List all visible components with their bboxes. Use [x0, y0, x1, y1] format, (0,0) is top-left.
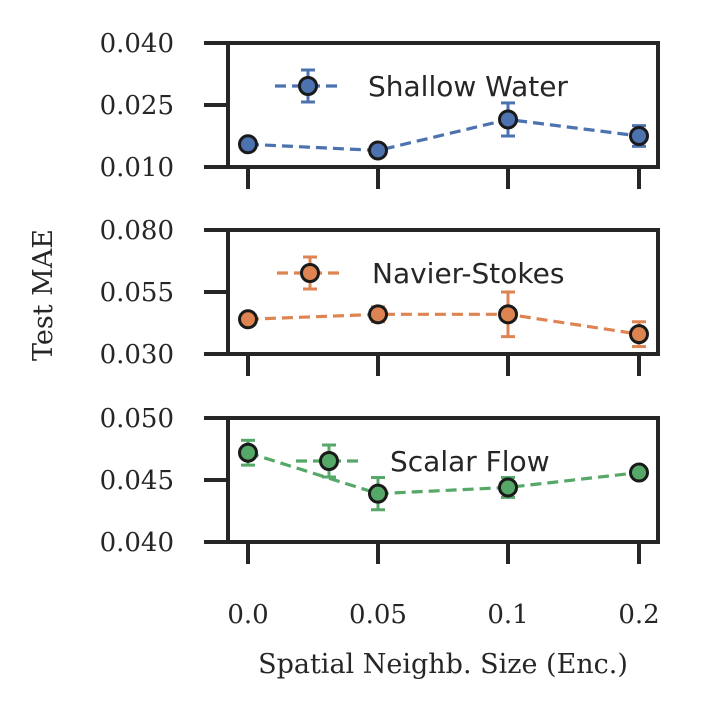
x-tick-label: 0.1 [487, 600, 528, 630]
panel-shallow-water: 0.040 0.025 0.010 Shallow Water [100, 29, 660, 189]
data-point [629, 126, 649, 146]
data-point [629, 462, 649, 483]
data-point [498, 477, 518, 498]
series-line [247, 312, 640, 336]
panel-frame [226, 41, 660, 169]
data-point [498, 109, 518, 130]
x-tick-label: 0.0 [227, 600, 268, 630]
y-tick-label: 0.040 [100, 528, 174, 558]
y-tick-label: 0.025 [100, 91, 174, 121]
series-line [247, 117, 640, 153]
panel-scalar-flow: 0.050 0.045 0.040 Scalar Flow [100, 404, 660, 564]
series-line [247, 451, 640, 496]
data-point [238, 309, 258, 330]
legend-label: Shallow Water [368, 70, 568, 103]
y-tick-label: 0.040 [100, 29, 174, 59]
x-tick-label: 0.05 [349, 600, 407, 630]
panel-navier-stokes: 0.080 0.055 0.030 Navier-Stokes [100, 216, 660, 376]
x-axis-label: Spatial Neighb. Size (Enc.) [258, 649, 628, 680]
data-point [368, 140, 388, 161]
panel-frame [226, 416, 660, 544]
legend-label: Scalar Flow [390, 445, 550, 478]
y-tick-label: 0.050 [100, 404, 174, 434]
data-point [368, 483, 388, 504]
data-point [629, 324, 649, 345]
legend-marker [298, 76, 318, 96]
legend: Scalar Flow [296, 443, 550, 479]
data-point [368, 304, 388, 325]
legend-marker [319, 451, 339, 471]
y-tick-label: 0.080 [100, 216, 174, 246]
data-point [498, 304, 518, 325]
legend: Shallow Water [275, 68, 568, 104]
legend-marker [300, 263, 320, 283]
data-point [238, 442, 258, 463]
panel-frame [226, 228, 660, 356]
y-tick-label: 0.030 [100, 340, 174, 370]
y-tick-label: 0.045 [100, 466, 174, 496]
legend: Navier-Stokes [277, 255, 564, 291]
data-point [238, 134, 258, 155]
y-tick-label: 0.055 [100, 278, 174, 308]
legend-label: Navier-Stokes [372, 257, 564, 290]
y-axis-label: Test MAE [28, 229, 59, 361]
y-tick-label: 0.010 [100, 153, 174, 183]
x-tick-label: 0.2 [618, 600, 659, 630]
